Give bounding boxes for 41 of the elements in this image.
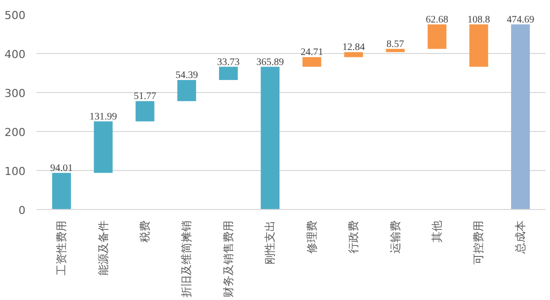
data-label: 12.84 — [342, 42, 365, 54]
x-tick-label: 行政费 — [347, 220, 360, 254]
x-tick-label: 税费 — [138, 220, 152, 242]
x-tick-label: 能源及备件 — [96, 220, 110, 276]
bar — [136, 101, 154, 122]
x-tick-label: 工资性费用 — [55, 220, 68, 276]
x-tick-label: 运输费 — [388, 220, 402, 254]
data-label: 62.68 — [426, 14, 448, 26]
bar — [260, 66, 280, 210]
bar — [469, 24, 488, 67]
x-tick-label: 刚性支出 — [264, 220, 277, 264]
bar — [219, 66, 238, 80]
y-tick-label: 200 — [4, 126, 26, 139]
data-label: 8.57 — [386, 38, 404, 50]
y-tick-label: 300 — [4, 87, 26, 100]
y-tick-label: 400 — [4, 48, 26, 61]
data-label: 365.89 — [256, 56, 284, 68]
bar — [302, 57, 322, 67]
y-tick-label: 0 — [18, 204, 26, 217]
x-tick-label: 财务及销售费用 — [222, 220, 235, 298]
bar — [177, 80, 196, 102]
bar — [94, 121, 113, 173]
data-label: 24.71 — [300, 47, 324, 58]
y-tick-label: 500 — [4, 9, 26, 22]
x-tick-label: 总成本 — [514, 220, 527, 254]
bar — [511, 24, 530, 210]
bar — [344, 52, 363, 58]
y-tick-label: 100 — [4, 165, 26, 178]
bar — [52, 172, 71, 210]
data-label: 474.69 — [506, 14, 534, 26]
data-label: 94.01 — [50, 162, 73, 174]
data-label: 131.99 — [90, 111, 118, 122]
data-label: 108.8 — [467, 14, 490, 26]
x-tick-label: 修理费 — [305, 220, 318, 254]
x-tick-label: 其他 — [430, 220, 444, 242]
x-tick-label: 可控费用 — [472, 220, 486, 264]
data-label: 33.73 — [217, 56, 240, 68]
x-tick-label: 折旧及维简摊销 — [180, 220, 194, 298]
data-label: 54.39 — [175, 70, 198, 81]
bar — [428, 24, 446, 49]
data-label: 51.77 — [134, 91, 156, 102]
